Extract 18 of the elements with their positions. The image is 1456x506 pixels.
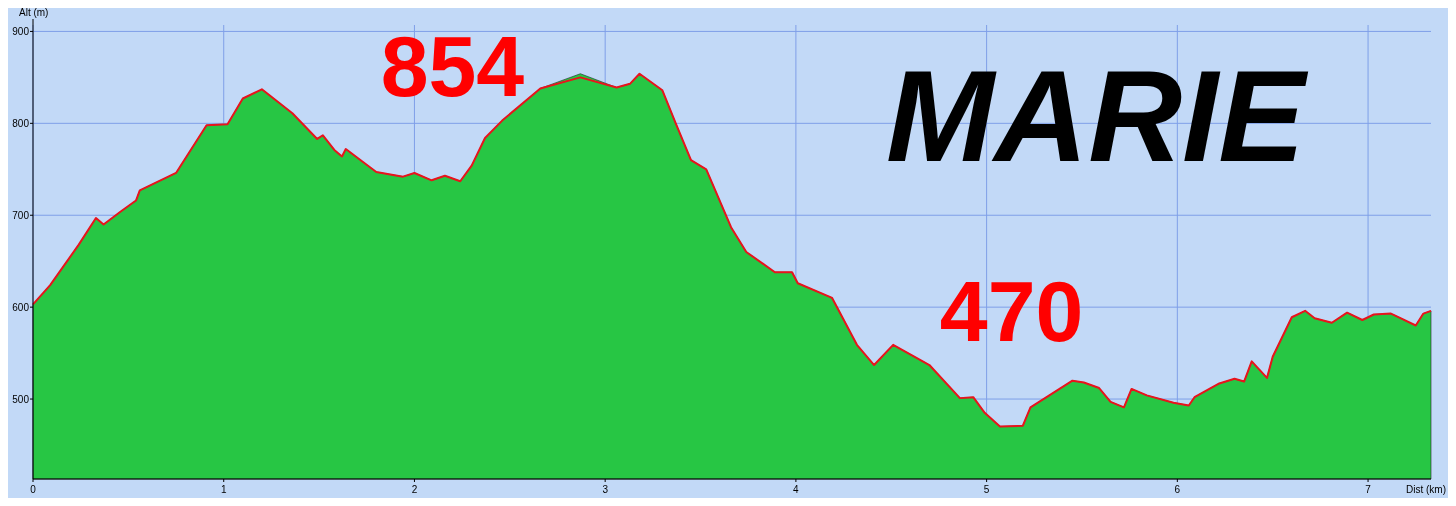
y-tick-label: 900: [12, 25, 30, 37]
x-tick-label: 5: [983, 484, 990, 495]
x-axis-title: Dist (km): [1406, 484, 1446, 495]
annotation: 854: [380, 17, 525, 114]
x-tick-label: 1: [220, 484, 227, 495]
annotation: 470: [939, 263, 1084, 360]
x-tick-label: 2: [411, 484, 418, 495]
y-axis-title: Alt (m): [19, 7, 49, 18]
annotation: MARIE: [886, 43, 1309, 190]
x-tick-label: 4: [793, 484, 800, 495]
x-tick-label: 6: [1174, 484, 1181, 495]
x-tick-label: 3: [602, 484, 609, 495]
x-tick-label: 0: [30, 484, 37, 495]
y-tick-label: 800: [12, 117, 30, 129]
y-tick-label: 700: [12, 209, 30, 221]
y-tick-label: 500: [12, 393, 30, 405]
y-tick-label: 600: [12, 301, 30, 313]
x-tick-label: 7: [1365, 484, 1372, 495]
